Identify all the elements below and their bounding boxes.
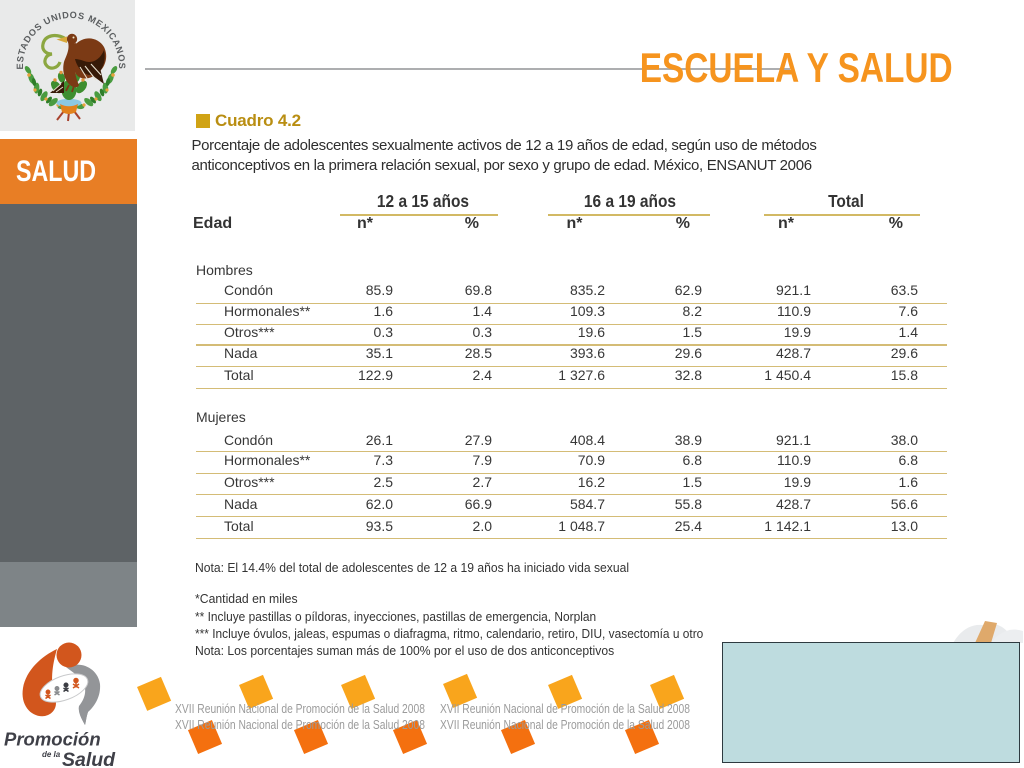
svg-text:Promoción: Promoción [4, 729, 101, 750]
svg-text:de la: de la [42, 750, 61, 759]
svg-text:Salud: Salud [62, 749, 116, 768]
